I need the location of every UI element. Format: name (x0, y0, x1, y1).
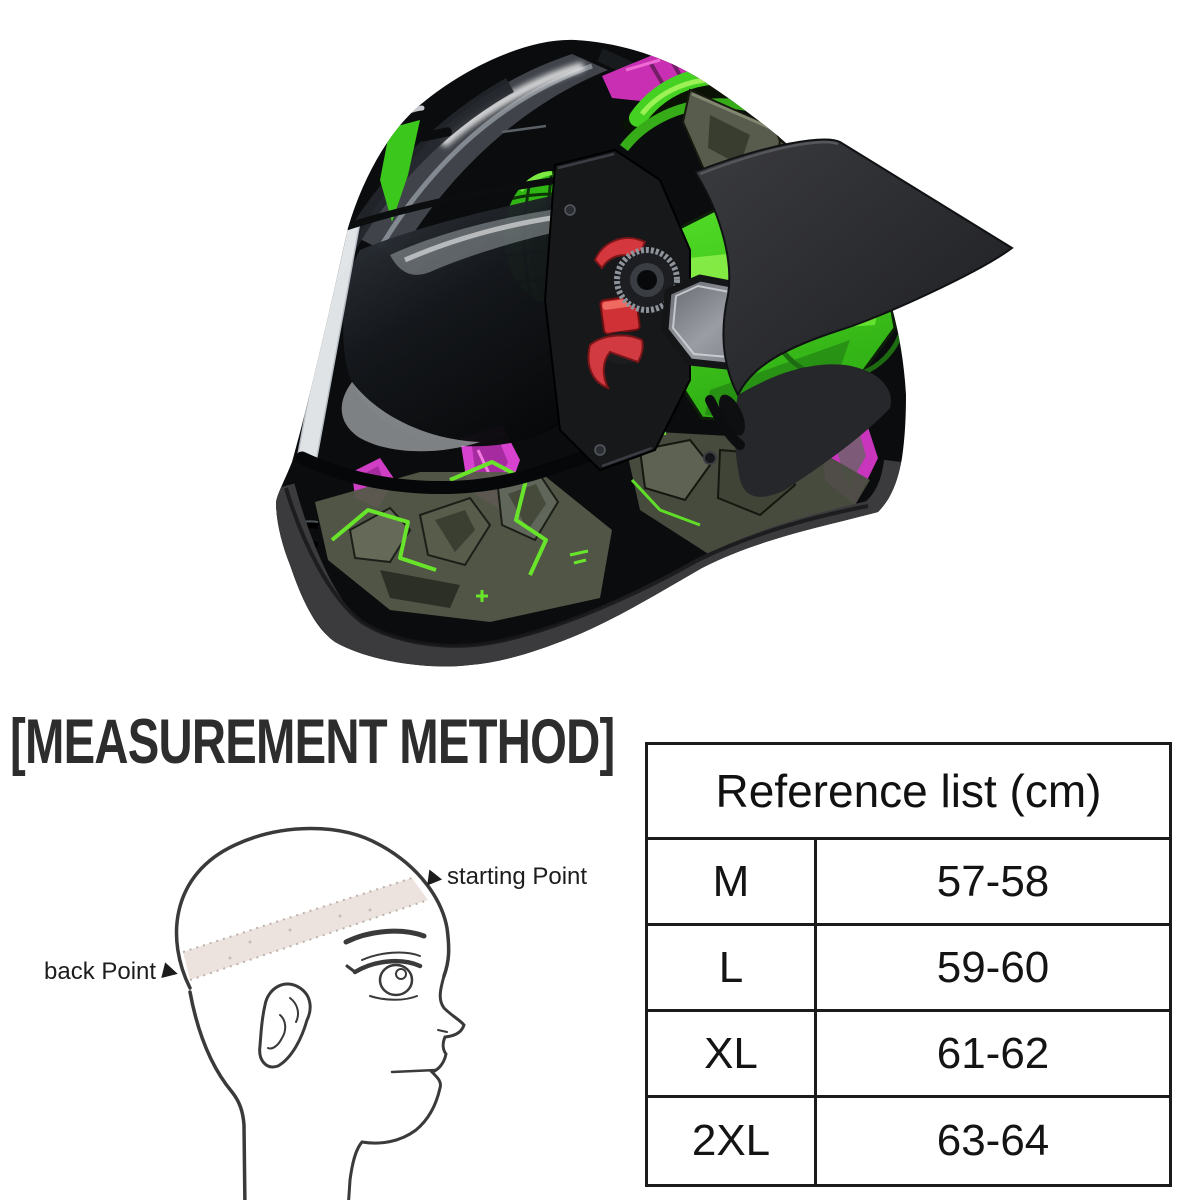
green-shard-left (380, 120, 420, 222)
size-cell-m: M (648, 840, 817, 926)
measurement-heading: [MEASUREMENT METHOD] (10, 707, 615, 777)
visor-top-frame (341, 176, 559, 232)
head-measurement-diagram (174, 826, 466, 1200)
helmet-product-photo: HRT (276, 39, 1014, 667)
starting-point-label: starting Point (447, 863, 588, 890)
size-chart-table: Reference list (cm) M 57-58 L 59-60 XL 6… (645, 742, 1172, 1187)
range-cell-xl: 61-62 (817, 1012, 1169, 1098)
red-mechanism (587, 237, 647, 390)
chin-mech-band (315, 460, 612, 622)
ear (258, 982, 312, 1069)
size-cell-xl: XL (648, 1012, 817, 1098)
rear-spoiler (693, 138, 1014, 497)
back-point-label: back Point (44, 958, 157, 985)
eye (343, 928, 427, 1001)
size-cell-2xl: 2XL (648, 1098, 817, 1184)
range-cell-2xl: 63-64 (936, 1116, 1050, 1165)
pivot-disc (614, 247, 680, 313)
range-cell-l: 59-60 (817, 926, 1169, 1012)
size-table-title: Reference list (cm) (648, 745, 1169, 840)
size-cell-l: L (648, 926, 817, 1012)
measuring-band (182, 877, 429, 981)
spoiler-lower-fin (734, 364, 891, 497)
head-outline (174, 826, 466, 1200)
range-cell-m: 57-58 (817, 840, 1169, 926)
